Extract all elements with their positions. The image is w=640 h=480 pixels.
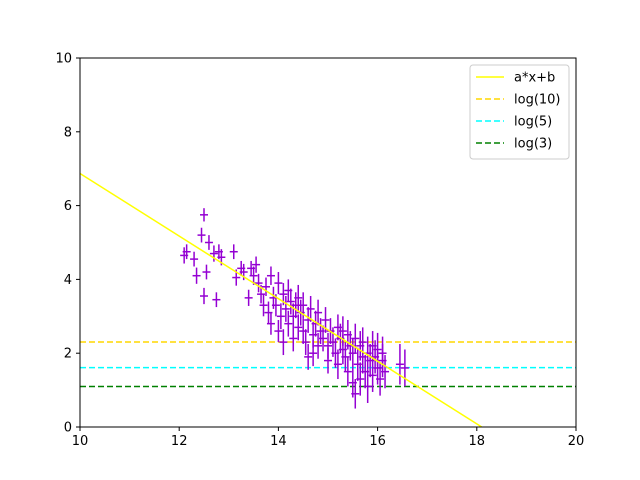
data-point [281,296,290,322]
data-point [301,329,310,356]
data-point [400,349,409,387]
data-point [376,362,385,396]
data-point [381,355,390,389]
data-point [252,256,261,273]
data-point [266,266,275,285]
x-tick-label: 12 [171,434,188,449]
data-point [204,235,213,250]
legend: a*x+b log(10) log(5) log(3) [469,64,570,160]
y-axis: 0 2 4 6 8 10 [55,52,80,436]
data-point [351,323,360,354]
y-tick-label: 0 [64,421,72,436]
data-point [249,266,258,285]
y-tick-label: 2 [64,347,72,362]
data-point [343,356,352,387]
x-tick-label: 18 [469,434,486,449]
data-point [289,325,298,352]
data-point [363,369,372,404]
data-point [314,299,323,326]
data-point [192,267,201,284]
data-point [209,245,218,262]
data-point [266,312,275,335]
legend-entry: log(3) [476,137,552,152]
y-tick-label: 6 [64,199,72,214]
data-point [190,251,199,267]
data-point [276,303,285,330]
data-point [306,296,315,322]
data-point [274,272,283,295]
x-tick-label: 16 [369,434,386,449]
data-point [351,379,360,409]
data-point [286,288,295,315]
y-tick-label: 4 [64,273,72,288]
y-tick-label: 8 [64,125,72,140]
data-point [197,227,206,243]
legend-entry: log(5) [476,115,552,130]
x-tick-label: 14 [270,434,287,449]
data-point [324,347,332,374]
legend-entry: a*x+b [476,71,555,86]
data-point [395,343,404,385]
legend-label: log(5) [514,115,552,130]
data-point [244,289,253,306]
x-tick-label: 10 [72,434,89,449]
x-tick-label: 20 [568,434,585,449]
data-point [284,310,293,337]
data-point [356,362,365,396]
data-point [279,329,288,356]
data-point [200,287,208,305]
data-point [309,340,318,367]
y-tick-label: 10 [55,52,72,67]
legend-entry: log(10) [476,93,561,108]
data-points [180,208,409,409]
data-point [294,314,303,341]
data-point [229,244,238,260]
legend-box [469,64,570,160]
data-point [274,319,283,343]
data-point [202,264,211,280]
fit-line [80,172,483,427]
data-point [368,358,377,392]
data-point [333,349,342,380]
data-point [304,343,313,370]
data-point [294,284,303,311]
data-point [262,277,270,297]
data-point [254,273,263,293]
data-point [200,208,208,222]
legend-label: log(10) [514,93,561,108]
data-point [182,244,191,260]
data-point [259,294,268,317]
data-point [319,325,328,352]
legend-label: log(3) [514,137,552,152]
x-axis: 10 12 14 16 18 20 [72,427,585,449]
data-point [314,332,323,359]
legend-label: a*x+b [514,71,555,86]
data-point [212,292,221,308]
fit-line-layer [80,172,483,427]
data-point [338,316,347,346]
plot-frame [79,57,577,428]
